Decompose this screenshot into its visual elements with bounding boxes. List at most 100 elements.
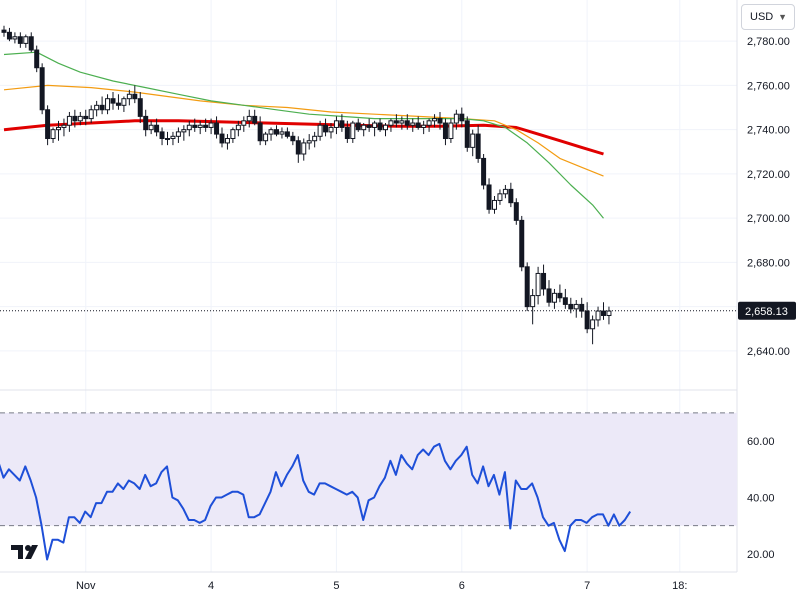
- price-tick-label-7: 2,640.00: [747, 346, 790, 358]
- candle-body: [551, 292, 557, 303]
- candle-body: [115, 102, 121, 106]
- candle: [105, 94, 111, 115]
- candle: [110, 92, 116, 110]
- candle: [268, 127, 274, 141]
- moving-average-lines: [3, 51, 604, 219]
- candle-body: [453, 113, 459, 124]
- candle: [203, 118, 209, 132]
- candle: [595, 306, 601, 327]
- candle: [404, 114, 410, 130]
- price-tick-label-3: 2,720.00: [747, 169, 790, 181]
- candle: [475, 125, 481, 163]
- candle: [61, 118, 67, 137]
- candle-body: [524, 266, 530, 308]
- candle-body: [530, 295, 536, 308]
- candle: [535, 266, 541, 305]
- candle: [426, 118, 432, 132]
- candle-body: [388, 120, 394, 126]
- candle-body: [442, 122, 448, 140]
- candle-body: [165, 138, 170, 141]
- time-tick-label-4: 7: [584, 580, 590, 592]
- rsi-line: [0, 442, 632, 561]
- candle: [165, 131, 170, 146]
- candle-body: [50, 129, 56, 140]
- candle-body: [355, 122, 361, 131]
- price-tick-label-4: 2,700.00: [747, 213, 790, 225]
- currency-selector[interactable]: USD ▼: [741, 4, 795, 30]
- candle: [448, 118, 454, 143]
- candle-body: [99, 104, 105, 111]
- candle-body: [541, 272, 547, 290]
- candle-body: [45, 109, 51, 140]
- candle: [541, 264, 547, 296]
- candle-body: [590, 319, 596, 330]
- candle-body: [333, 120, 339, 128]
- candle-body: [105, 98, 111, 111]
- candle-body: [513, 202, 519, 221]
- candle-body: [595, 310, 601, 321]
- candle-body: [579, 303, 585, 312]
- last-price-tag-bg: [738, 301, 796, 320]
- candle: [284, 127, 290, 139]
- candle-body: [546, 288, 552, 303]
- candle: [464, 116, 470, 152]
- candle-body: [61, 124, 67, 128]
- candle-body: [72, 115, 78, 122]
- last-price-label: 2,658.13: [745, 306, 788, 318]
- candle-body: [464, 120, 470, 148]
- candle: [50, 127, 56, 143]
- candle: [366, 118, 372, 132]
- rsi-tick-label-0: 60.00: [747, 436, 775, 448]
- candle-body: [295, 140, 301, 155]
- candle-body: [410, 122, 416, 126]
- candle: [502, 184, 508, 199]
- candle: [508, 182, 514, 208]
- candle: [470, 129, 476, 157]
- candle: [132, 85, 138, 104]
- time-tick-label-3: 6: [459, 580, 465, 592]
- time-axis[interactable]: Nov 4 5 6 7 18:: [76, 580, 687, 592]
- candle-body: [263, 133, 269, 142]
- candle-body: [470, 133, 476, 148]
- candle-body: [39, 67, 45, 111]
- last-price-tag: 2,658.13: [738, 301, 796, 320]
- candle: [137, 92, 143, 124]
- candle: [328, 123, 334, 139]
- candle: [573, 300, 579, 318]
- candle-body: [154, 124, 160, 133]
- candle: [372, 120, 378, 137]
- candle-body: [399, 120, 405, 124]
- candle: [170, 131, 176, 146]
- candle-body: [159, 131, 165, 140]
- candle: [143, 109, 149, 137]
- chevron-down-icon: ▼: [778, 12, 787, 22]
- candle-body: [437, 118, 443, 124]
- candle: [279, 127, 285, 139]
- candle-body: [404, 120, 410, 126]
- candle-body: [502, 188, 508, 195]
- candle: [355, 118, 361, 132]
- candle: [399, 116, 405, 130]
- candle: [497, 189, 503, 205]
- candle-body: [126, 93, 132, 100]
- candle: [208, 118, 214, 135]
- rsi-series: [0, 442, 632, 561]
- candle: [606, 306, 612, 325]
- candle: [23, 34, 29, 48]
- candle: [88, 105, 94, 124]
- candle-body: [323, 124, 329, 133]
- candle-body: [224, 138, 230, 144]
- candle: [459, 107, 465, 128]
- candle: [17, 32, 23, 48]
- candle-body: [301, 142, 307, 155]
- candle-body: [181, 129, 187, 133]
- candle-body: [241, 120, 247, 126]
- candle-body: [284, 131, 290, 137]
- candle-body: [361, 124, 367, 131]
- rsi-axis[interactable]: 60.00 40.00 20.00: [747, 436, 775, 561]
- time-tick-label-5: 18:: [672, 580, 687, 592]
- candle-body: [279, 131, 285, 135]
- candle: [175, 127, 181, 143]
- candle: [12, 32, 18, 44]
